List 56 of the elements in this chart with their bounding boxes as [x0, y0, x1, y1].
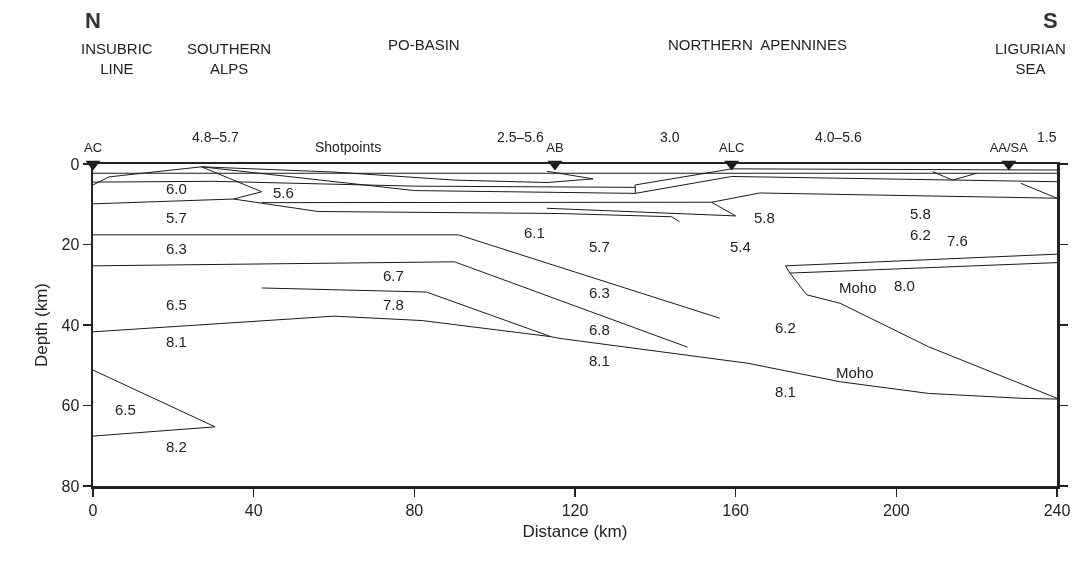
x-tick-label: 0: [88, 501, 98, 519]
annotation: 8.2: [166, 438, 187, 455]
x-tick-label: 160: [722, 501, 750, 519]
data-label: AA/SA: [989, 139, 1029, 155]
text: PO-BASIN: [388, 36, 460, 53]
x-tick-label: 200: [882, 501, 910, 519]
annotation: 8.1: [589, 352, 610, 369]
annotation: 6.1: [524, 224, 545, 241]
text: 1.5: [1037, 129, 1057, 145]
text: LIGURIAN SEA: [995, 40, 1066, 77]
annotation: 6.5: [115, 401, 136, 418]
annotation: 6.3: [166, 240, 187, 257]
text: S: [1043, 8, 1058, 33]
data-label: ALC: [719, 139, 745, 155]
x-axis-title: Distance (km): [522, 522, 628, 542]
text: 3.0: [660, 129, 680, 145]
y-tick-label: 60: [61, 397, 80, 415]
y-axis-title: Depth (km): [31, 282, 51, 368]
x-tick-label: 240: [1043, 501, 1071, 519]
annotation: 8.1: [775, 383, 796, 400]
annotation: Moho: [836, 364, 874, 381]
annotation: 8.0: [894, 277, 915, 294]
annotation: 6.2: [910, 226, 931, 243]
annotation: 6.2: [775, 319, 796, 336]
y-tick-label: 20: [61, 236, 80, 254]
text: NORTHERN APENNINES: [668, 36, 847, 53]
x-tick-label: 120: [561, 501, 589, 519]
text: SOUTHERN ALPS: [187, 40, 272, 77]
x-tick-label: 80: [405, 501, 424, 519]
annotation: 5.4: [730, 238, 751, 255]
annotation: 5.8: [910, 205, 931, 222]
annotation: 7.6: [947, 232, 968, 249]
x-tick-label: 40: [244, 501, 263, 519]
text: 4.0–5.6: [815, 129, 862, 145]
annotation: 6.0: [166, 180, 187, 197]
annotation: 5.6: [273, 184, 294, 201]
annotation: 6.5: [166, 296, 187, 313]
y-tick-label: 0: [70, 155, 80, 173]
annotation: 6.7: [383, 267, 404, 284]
text: INSUBRIC LINE: [81, 40, 153, 77]
y-tick-label: 40: [61, 316, 80, 334]
annotation: 5.7: [166, 209, 187, 226]
text: 2.5–5.6: [497, 129, 544, 145]
data-label: AB: [546, 139, 564, 155]
text: 4.8–5.7: [192, 129, 239, 145]
annotation: 5.8: [754, 209, 775, 226]
annotation: 8.1: [166, 333, 187, 350]
annotation: 7.8: [383, 296, 404, 313]
y-tick-label: 80: [61, 477, 80, 495]
annotation: 6.3: [589, 284, 610, 301]
data-label: AC: [83, 139, 103, 155]
annotation: 5.7: [589, 238, 610, 255]
text: Shotpoints: [315, 139, 382, 155]
annotation: 6.8: [589, 321, 610, 338]
annotation: Moho: [839, 279, 877, 296]
text: N: [85, 8, 101, 33]
